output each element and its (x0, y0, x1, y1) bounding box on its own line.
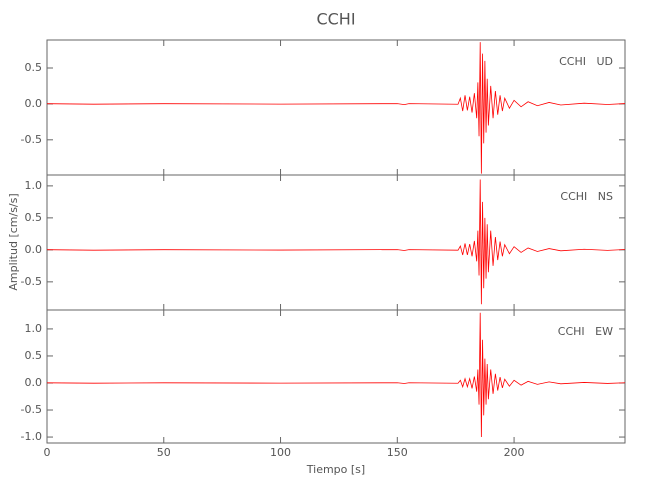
y-tick-label: -0.5 (21, 133, 42, 146)
x-tick-label: 100 (270, 446, 291, 459)
x-tick-label: 0 (44, 446, 51, 459)
panel-label: CCHI UD (559, 55, 613, 68)
y-tick-label: 0.0 (25, 97, 43, 110)
y-tick-label: 1.0 (25, 179, 43, 192)
x-tick-label: 200 (504, 446, 525, 459)
panel-label: CCHI EW (558, 325, 613, 338)
x-axis-label: Tiempo [s] (306, 463, 365, 476)
y-tick-label: 0.5 (25, 61, 43, 74)
y-tick-label: 0.0 (25, 243, 43, 256)
trace (46, 179, 626, 305)
panel-label: CCHI NS (560, 190, 613, 203)
y-axis-label: Amplitud [cm/s/s] (7, 193, 20, 290)
y-tick-label: -0.5 (21, 403, 42, 416)
y-tick-label: -0.5 (21, 275, 42, 288)
trace (46, 312, 626, 438)
panel-frame (46, 39, 626, 176)
y-tick-label: 0.0 (25, 376, 43, 389)
y-tick-label: 1.0 (25, 322, 43, 335)
x-tick-label: 50 (157, 446, 171, 459)
y-tick-label: 0.5 (25, 349, 43, 362)
y-tick-label: 0.5 (25, 211, 43, 224)
x-tick-label: 150 (387, 446, 408, 459)
panel-frame (46, 174, 626, 311)
y-tick-label: -1.0 (21, 430, 42, 443)
chart-title: CCHI (316, 10, 355, 29)
trace (46, 42, 626, 174)
panel-frame (46, 309, 626, 444)
